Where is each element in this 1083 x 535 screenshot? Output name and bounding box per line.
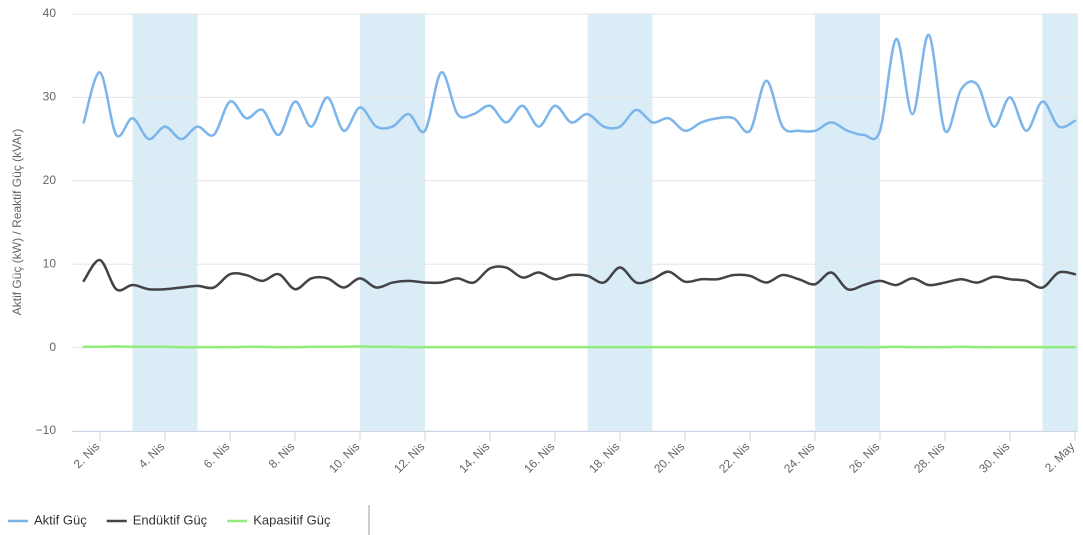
x-tick-label: 22. Nis — [716, 439, 752, 475]
plot-band — [587, 14, 653, 431]
x-tick-label: 30. Nis — [976, 439, 1012, 475]
plot-band — [360, 14, 425, 431]
legend: Aktif Güç Endüktif Güç Kapasitif Güç — [8, 505, 370, 535]
series-line — [82, 258, 1077, 292]
y-tick-label: 30 — [43, 90, 57, 104]
x-tick-label: 2. Nis — [71, 439, 103, 471]
x-tick-label: 6. Nis — [201, 439, 233, 471]
y-tick-label: −10 — [36, 423, 57, 437]
plot-band — [132, 14, 198, 431]
y-tick-label: 10 — [43, 256, 57, 270]
legend-label: Aktif Güç — [34, 512, 87, 527]
plot-band — [1042, 14, 1078, 431]
x-tick-label: 28. Nis — [911, 439, 947, 475]
x-tick-label: 18. Nis — [586, 439, 622, 475]
plot-band — [815, 14, 880, 431]
grid — [72, 13, 1078, 432]
series-line — [82, 345, 1077, 349]
series-line — [82, 33, 1077, 141]
plot-bands — [132, 14, 1078, 431]
x-tick-label: 14. Nis — [456, 439, 492, 475]
x-tick-label: 4. Nis — [136, 439, 168, 471]
x-tick-label: 12. Nis — [391, 439, 427, 475]
x-tick-label: 26. Nis — [846, 439, 882, 475]
legend-label: Kapasitif Güç — [253, 512, 331, 527]
y-tick-label: 40 — [43, 6, 57, 20]
y-tick-label: 20 — [43, 173, 57, 187]
x-tick-label: 2. May — [1042, 439, 1077, 474]
x-tick-label: 24. Nis — [781, 439, 817, 475]
legend-label: Endüktif Güç — [133, 512, 208, 527]
x-tick-label: 10. Nis — [326, 439, 362, 475]
y-tick-label: 0 — [49, 340, 56, 354]
x-tick-label: 8. Nis — [266, 439, 298, 471]
x-tick-label: 20. Nis — [651, 439, 687, 475]
y-axis-title: Aktif Güç (kW) / Reaktif Güç (kVAr) — [10, 129, 24, 315]
x-tick-label: 16. Nis — [521, 439, 557, 475]
series-lines — [82, 33, 1077, 349]
